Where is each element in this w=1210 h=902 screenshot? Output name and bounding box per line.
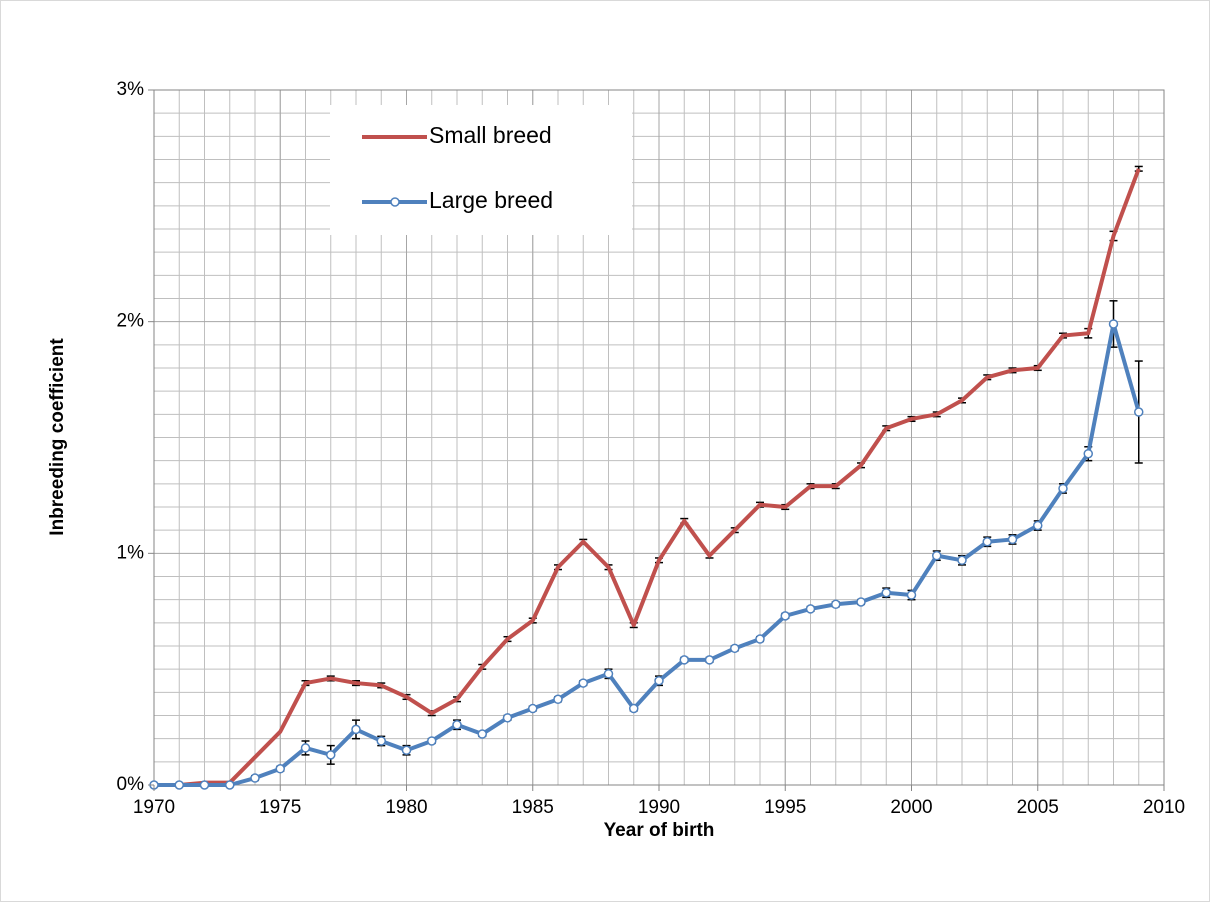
point [199,780,210,790]
x-tick-label: 1970 [133,797,175,818]
y-axis-title: Inbreeding coefficient [47,338,68,536]
x-axis-title: Year of birth [604,820,715,841]
x-tick-label: 1985 [512,797,554,818]
point [351,724,361,735]
point [1033,520,1043,531]
y-tick-label: 3% [117,79,145,100]
point [780,611,790,621]
point [831,599,841,610]
legend-box [330,105,632,235]
point [401,745,412,755]
point [250,773,260,783]
point [553,694,563,705]
point [528,703,538,714]
point [629,703,639,714]
legend-label: Large breed [429,187,553,213]
point [932,550,942,561]
point [1134,407,1144,417]
x-tick-label: 2005 [1017,797,1059,818]
point [1083,448,1093,459]
point [805,604,816,614]
x-tick-label: 1995 [764,797,806,818]
x-tick-label: 1990 [638,797,680,818]
point [326,750,336,760]
x-tick-label: 2010 [1143,797,1185,818]
point [1007,534,1018,545]
x-tick-label: 2000 [890,797,932,818]
point [906,590,917,600]
point [1108,319,1119,329]
point [982,537,992,547]
point [452,720,462,730]
point [603,669,614,679]
point [376,736,386,746]
point [755,634,765,644]
point [881,587,891,598]
marks [149,165,1144,790]
y-tick-label: 1% [117,542,145,563]
point [654,676,664,686]
point [275,764,285,774]
series-line [154,168,1141,787]
legend: Small breed Large breed [330,105,632,235]
legend-label: Small breed [429,122,552,148]
y-tick-label: 2% [117,311,145,332]
point [679,655,689,665]
point [174,780,184,790]
legend-marker [390,197,400,207]
point [856,597,866,607]
x-tick-label: 1980 [385,797,427,818]
point [427,736,437,746]
x-tick-label: 1975 [259,797,301,818]
point [730,643,740,654]
point [1058,483,1068,494]
point [704,655,715,665]
point [502,713,513,723]
y-tick-label: 0% [117,774,145,795]
series-line [154,321,1141,787]
grid [153,89,1165,786]
point [300,743,311,753]
point [225,780,235,790]
point [957,555,967,566]
point [578,678,588,688]
point [477,729,487,739]
